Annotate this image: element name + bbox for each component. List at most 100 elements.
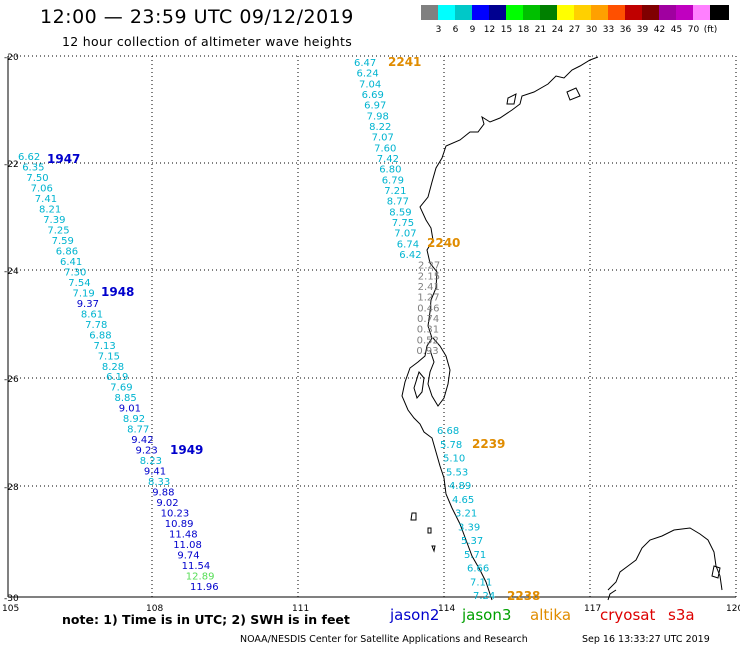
legend-label: 24 xyxy=(551,25,564,35)
swh-value: 4.65 xyxy=(452,495,474,506)
legend-swatch xyxy=(506,5,525,20)
coastline-peninsula xyxy=(427,337,451,407)
swh-value: 6.88 xyxy=(89,330,111,341)
lon-tick-label: 105 xyxy=(2,604,19,614)
lon-tick-label: 108 xyxy=(146,604,163,614)
lon-tick-label: 117 xyxy=(584,604,601,614)
coastline-island xyxy=(427,527,432,534)
satellite-jason2: jason2 xyxy=(390,606,440,624)
swh-value: 7.04 xyxy=(359,79,381,90)
swh-value: 7.75 xyxy=(392,218,414,229)
swh-value: 9.01 xyxy=(119,404,141,415)
legend-swatch xyxy=(608,5,627,20)
swh-value: 2.41 xyxy=(418,282,440,293)
swh-value: 7.19 xyxy=(73,288,95,299)
swh-value: 7.41 xyxy=(35,194,57,205)
swh-value: 0.46 xyxy=(417,303,439,314)
swh-value: 2.15 xyxy=(418,271,440,282)
swh-value: 11.08 xyxy=(173,540,202,551)
satellite-s3a: s3a xyxy=(668,606,695,624)
swh-value: 8.59 xyxy=(389,207,411,218)
swh-value: 0.52 xyxy=(417,335,439,346)
altimeter-tracks: 6.476.247.046.696.977.988.227.077.607.42… xyxy=(18,55,540,603)
pass-time-label: 1949 xyxy=(170,443,203,457)
coastline-island xyxy=(566,87,581,101)
swh-value: 9.02 xyxy=(156,498,178,509)
lat-tick-label: -30 xyxy=(4,594,19,604)
legend-label: 33 xyxy=(602,25,615,35)
swh-value: 0.74 xyxy=(417,314,439,325)
swh-value: 3.39 xyxy=(458,522,480,533)
legend-swatch xyxy=(591,5,610,20)
lon-tick-label: 120 xyxy=(726,604,740,614)
coastline-island xyxy=(711,565,721,579)
legend-label: 30 xyxy=(585,25,598,35)
swh-value: 6.62 xyxy=(18,152,40,163)
satellite-jason3: jason3 xyxy=(462,606,512,624)
swh-value: 9.74 xyxy=(177,551,199,562)
swh-value: 7.50 xyxy=(26,173,48,184)
legend-swatch xyxy=(659,5,678,20)
swh-value: 7.24 xyxy=(473,591,495,602)
swh-value: 6.80 xyxy=(379,165,401,176)
legend-label: 9 xyxy=(469,25,476,35)
legend-swatch xyxy=(642,5,661,20)
pass-time-label: 2240 xyxy=(427,236,460,250)
altimeter-track: 6.626.357.507.067.418.217.397.257.596.86… xyxy=(18,152,219,593)
legend-swatch xyxy=(455,5,474,20)
swh-value: 6.69 xyxy=(362,90,384,101)
swh-value: 7.30 xyxy=(64,267,86,278)
swh-value: 7.59 xyxy=(52,236,74,247)
pass-time-label: 1948 xyxy=(101,285,134,299)
legend-label: 12 xyxy=(483,25,496,35)
swh-value: 5.10 xyxy=(443,454,465,465)
swh-value: 7.07 xyxy=(372,133,394,144)
legend-label: 21 xyxy=(534,25,547,35)
swh-value: 7.21 xyxy=(384,186,406,197)
swh-value: 0.93 xyxy=(416,346,438,357)
swh-value: 7.06 xyxy=(31,184,53,195)
coastline xyxy=(401,56,723,601)
generated-timestamp: Sep 16 13:33:27 UTC 2019 xyxy=(582,634,710,645)
swh-value: 7.39 xyxy=(43,215,65,226)
swh-value: 7.98 xyxy=(367,111,389,122)
swh-value: 8.33 xyxy=(148,477,170,488)
pass-time-label: 2241 xyxy=(388,55,421,69)
swh-value: 6.35 xyxy=(22,163,44,174)
swh-value: 11.96 xyxy=(190,582,219,593)
pass-time-label: 2239 xyxy=(472,437,505,451)
legend-swatch xyxy=(489,5,508,20)
swh-value: 7.42 xyxy=(377,154,399,165)
coastline-island xyxy=(413,370,425,400)
swh-value: 8.23 xyxy=(140,456,162,467)
coastline-island xyxy=(410,512,417,521)
lat-tick-label: -20 xyxy=(4,53,19,63)
swh-value: 9.42 xyxy=(131,435,153,446)
swh-value: 8.85 xyxy=(115,393,137,404)
swh-value: 4.89 xyxy=(449,481,471,492)
legend-swatch xyxy=(472,5,491,20)
legend-label: 18 xyxy=(517,25,530,35)
swh-value: 12.89 xyxy=(186,572,215,583)
swh-value: 9.88 xyxy=(152,488,174,499)
swh-value: 8.61 xyxy=(81,309,103,320)
swh-value: 3.21 xyxy=(455,509,477,520)
legend-swatch xyxy=(693,5,712,20)
pass-time-label: 1947 xyxy=(47,152,80,166)
swh-value: 6.41 xyxy=(60,257,82,268)
swh-value: 6.74 xyxy=(397,239,419,250)
altimeter-track: 6.68 5.78 5.10 5.53 4.89 4.65 3.21 3.39 5.37 5.71… xyxy=(437,426,540,603)
swh-value: 8.77 xyxy=(127,425,149,436)
swh-value: 5.37 xyxy=(461,536,483,547)
swh-value: 9.37 xyxy=(77,299,99,310)
swh-value: 8.22 xyxy=(369,122,391,133)
swh-value: 7.60 xyxy=(374,143,396,154)
legend-label: 3 xyxy=(435,25,442,35)
swh-value: 9.23 xyxy=(136,446,158,457)
swh-value: 6.68 xyxy=(437,426,459,437)
swh-value: 6.79 xyxy=(382,175,404,186)
lat-tick-label: -26 xyxy=(4,375,19,385)
lat-tick-label: -28 xyxy=(4,483,19,493)
